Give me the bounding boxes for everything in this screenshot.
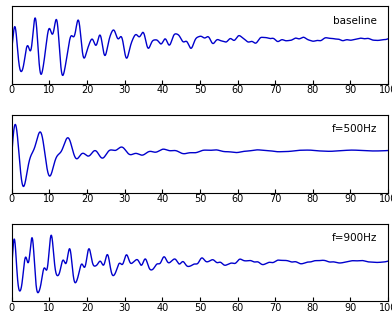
Text: baseline: baseline <box>333 16 377 26</box>
Text: f=500Hz: f=500Hz <box>331 124 377 134</box>
Text: f=900Hz: f=900Hz <box>331 233 377 243</box>
